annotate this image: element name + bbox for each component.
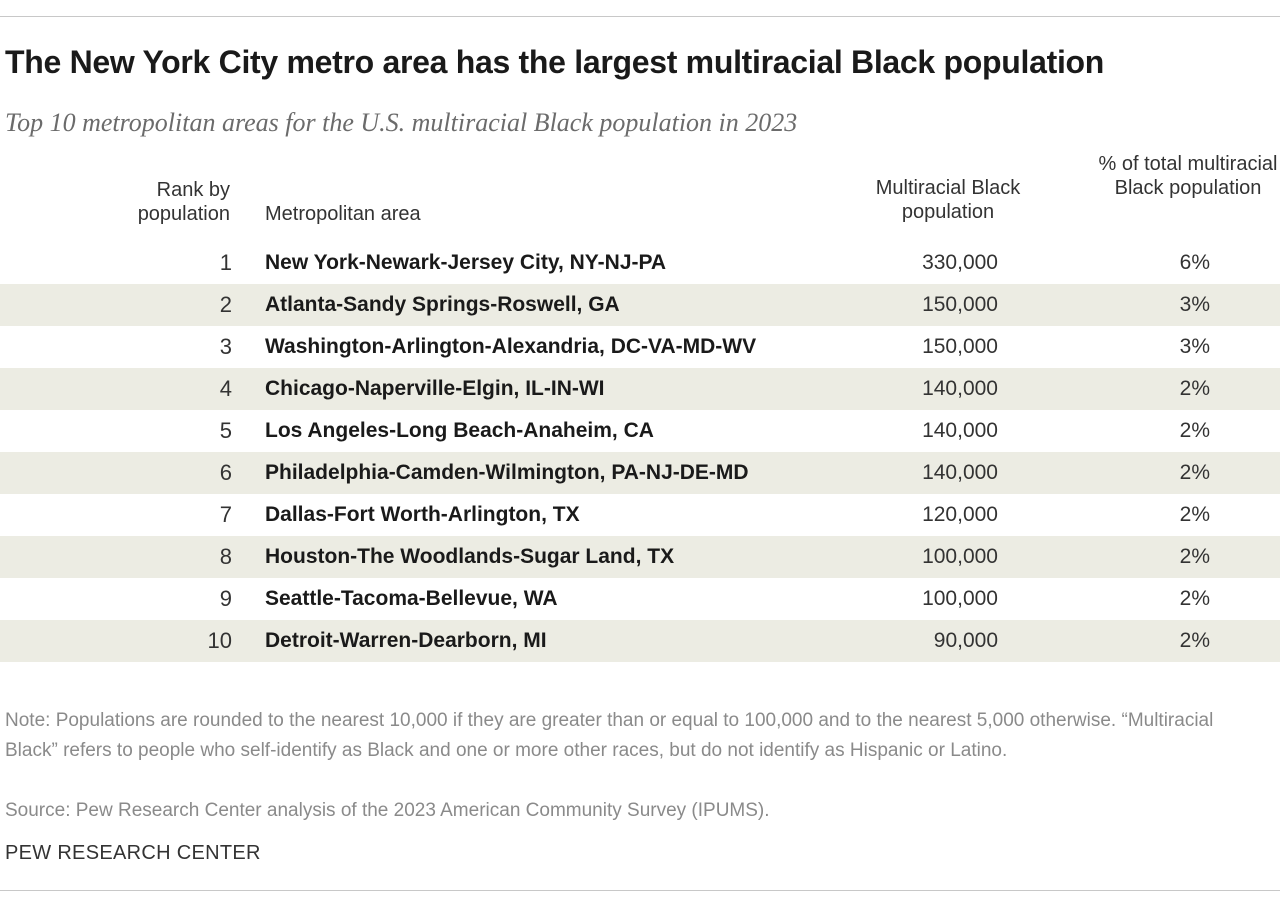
percent-cell: 2% bbox=[1179, 587, 1210, 610]
population-cell: 100,000 bbox=[922, 545, 998, 568]
metro-cell: Seattle-Tacoma-Bellevue, WA bbox=[265, 587, 558, 610]
percent-cell: 2% bbox=[1179, 377, 1210, 400]
percent-cell: 2% bbox=[1179, 419, 1210, 442]
population-cell: 140,000 bbox=[922, 461, 998, 484]
metro-cell: Atlanta-Sandy Springs-Roswell, GA bbox=[265, 293, 620, 316]
table-row: 10 Detroit-Warren-Dearborn, MI 90,000 2% bbox=[0, 620, 1280, 662]
rank-cell: 9 bbox=[219, 586, 232, 611]
rank-cell: 3 bbox=[219, 334, 232, 359]
population-cell: 120,000 bbox=[922, 503, 998, 526]
chart-title: The New York City metro area has the lar… bbox=[5, 44, 1105, 80]
table-row: 5 Los Angeles-Long Beach-Anaheim, CA 140,0… bbox=[0, 410, 1280, 452]
population-cell: 100,000 bbox=[922, 587, 998, 610]
metro-cell: Detroit-Warren-Dearborn, MI bbox=[265, 629, 547, 652]
data-table: 1 New York-Newark-Jersey City, NY-NJ-PA 33… bbox=[0, 242, 1280, 662]
source-text: Source: Pew Research Center analysis of … bbox=[5, 800, 770, 821]
percent-cell: 2% bbox=[1179, 461, 1210, 484]
table-row: 4 Chicago-Naperville-Elgin, IL-IN-WI 140,0… bbox=[0, 368, 1280, 410]
header-population: Multiracial Black population bbox=[875, 177, 1021, 223]
table-row: 2 Atlanta-Sandy Springs-Roswell, GA 150,00… bbox=[0, 284, 1280, 326]
rank-cell: 5 bbox=[219, 418, 232, 443]
bottom-rule bbox=[0, 890, 1280, 891]
percent-cell: 2% bbox=[1179, 629, 1210, 652]
metro-cell: Los Angeles-Long Beach-Anaheim, CA bbox=[265, 419, 654, 442]
table-row: 7 Dallas-Fort Worth-Arlington, TX 120,000 2… bbox=[0, 494, 1280, 536]
metro-cell: Philadelphia-Camden-Wilmington, PA-NJ-DE… bbox=[265, 461, 749, 484]
metro-cell: Houston-The Woodlands-Sugar Land, TX bbox=[265, 545, 675, 568]
rank-cell: 6 bbox=[219, 460, 232, 485]
metro-cell: Chicago-Naperville-Elgin, IL-IN-WI bbox=[265, 377, 605, 400]
table-row: 6 Philadelphia-Camden-Wilmington, PA-NJ-D… bbox=[0, 452, 1280, 494]
rank-cell: 7 bbox=[219, 502, 232, 527]
header-percent: % of total multiracial Black population bbox=[1098, 153, 1278, 199]
rank-cell: 10 bbox=[207, 628, 232, 653]
percent-cell: 3% bbox=[1179, 293, 1210, 316]
top-rule bbox=[0, 16, 1280, 17]
rank-cell: 4 bbox=[219, 376, 232, 401]
rank-cell: 2 bbox=[219, 292, 232, 317]
population-cell: 90,000 bbox=[933, 629, 998, 652]
table-row: 9 Seattle-Tacoma-Bellevue, WA 100,000 2% bbox=[0, 578, 1280, 620]
metro-cell: Dallas-Fort Worth-Arlington, TX bbox=[265, 503, 580, 526]
rank-cell: 1 bbox=[219, 250, 232, 275]
population-cell: 150,000 bbox=[922, 335, 998, 358]
percent-cell: 2% bbox=[1179, 545, 1210, 568]
header-metro: Metropolitan area bbox=[265, 203, 421, 225]
percent-cell: 2% bbox=[1179, 503, 1210, 526]
metro-cell: New York-Newark-Jersey City, NY-NJ-PA bbox=[265, 251, 667, 274]
population-cell: 150,000 bbox=[922, 293, 998, 316]
population-cell: 140,000 bbox=[922, 377, 998, 400]
table-row: 1 New York-Newark-Jersey City, NY-NJ-PA 33… bbox=[0, 242, 1280, 284]
header-rank: Rank by population bbox=[137, 179, 230, 225]
rank-cell: 8 bbox=[219, 544, 232, 569]
table-row: 8 Houston-The Woodlands-Sugar Land, TX 100… bbox=[0, 536, 1280, 578]
population-cell: 140,000 bbox=[922, 419, 998, 442]
percent-cell: 3% bbox=[1179, 335, 1210, 358]
population-cell: 330,000 bbox=[922, 251, 998, 274]
chart-subtitle: Top 10 metropolitan areas for the U.S. m… bbox=[5, 108, 798, 137]
brand-logo-text: PEW RESEARCH CENTER bbox=[5, 842, 261, 864]
table-row: 3 Washington-Arlington-Alexandria, DC-VA-… bbox=[0, 326, 1280, 368]
metro-cell: Washington-Arlington-Alexandria, DC-VA-M… bbox=[265, 335, 757, 358]
note-text: Note: Populations are rounded to the nea… bbox=[5, 710, 1214, 761]
percent-cell: 6% bbox=[1179, 251, 1210, 274]
